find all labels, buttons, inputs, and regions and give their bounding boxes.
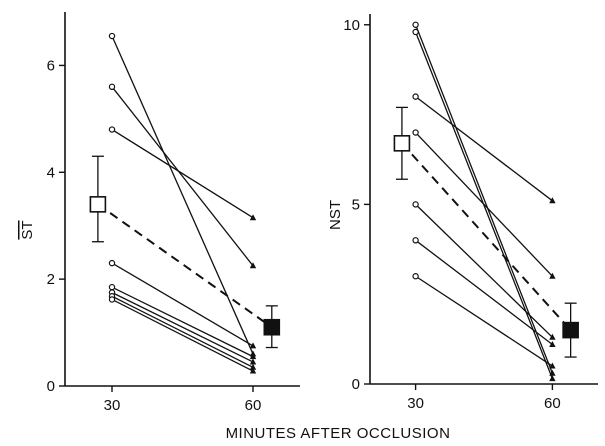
point-30-open	[108, 296, 116, 303]
point-30-open	[412, 237, 419, 244]
point-60-filled	[549, 272, 556, 279]
y-axis-title: NST	[327, 200, 344, 230]
mean-line	[97, 203, 273, 329]
x-tick-label: 30	[407, 395, 424, 412]
point-60-filled	[249, 262, 257, 269]
panel-nst: 0 5 10 30 60 NST	[327, 14, 598, 412]
point-60-filled	[249, 358, 257, 365]
point-30-open	[108, 126, 116, 133]
point-60-filled	[549, 340, 556, 347]
y-tick-label: 6	[47, 57, 55, 74]
mean-60-marker	[263, 318, 281, 336]
panel-st: 0 2 4 6 30 60 ST	[19, 12, 300, 414]
subject-line	[111, 295, 254, 368]
y-tick-label: 5	[352, 196, 360, 213]
y-tick-label: 0	[47, 378, 55, 395]
point-60-filled	[249, 342, 257, 349]
y-tick-label: 4	[47, 164, 55, 181]
x-tick-label: 60	[544, 395, 561, 412]
point-60-filled	[249, 214, 257, 221]
subject-line	[111, 86, 254, 267]
point-30-open	[108, 283, 116, 291]
point-30-open	[412, 129, 419, 136]
mean-30-marker	[393, 135, 411, 152]
point-60-filled	[549, 362, 556, 369]
mean-line	[401, 142, 572, 331]
point-30-open	[108, 32, 116, 40]
y-tick-label: 0	[352, 376, 360, 393]
subject-line	[111, 298, 254, 372]
subject-line	[111, 286, 254, 358]
subject-line	[415, 275, 553, 367]
y-axis-title: ST	[19, 220, 36, 239]
subject-line	[415, 239, 553, 346]
point-60-filled	[549, 375, 556, 382]
subject-line	[111, 262, 254, 347]
x-tick-label: 30	[104, 397, 121, 414]
point-60-filled	[249, 367, 257, 374]
point-30-open	[412, 28, 419, 36]
point-30-open	[412, 273, 419, 280]
point-60-filled	[249, 363, 257, 370]
mean-60-marker	[562, 321, 579, 339]
point-30-open	[412, 201, 419, 208]
subject-line	[111, 128, 254, 219]
subject-line	[111, 35, 254, 355]
subject-line	[415, 203, 553, 338]
mean-30-marker	[89, 196, 107, 213]
subject-line	[111, 291, 254, 363]
subject-line	[415, 132, 553, 277]
point-60-filled	[549, 197, 556, 204]
x-tick-label: 60	[245, 397, 262, 414]
point-60-filled	[249, 353, 257, 360]
point-30-open	[108, 259, 116, 267]
x-axis-title: MINUTES AFTER OCCLUSION	[226, 425, 451, 442]
y-tick-label: 2	[47, 271, 55, 288]
point-60-filled	[549, 333, 556, 340]
point-30-open	[108, 83, 116, 91]
point-30-open	[412, 93, 419, 100]
subject-line	[415, 96, 553, 202]
point-30-open	[412, 21, 419, 28]
y-tick-label: 10	[343, 17, 360, 34]
